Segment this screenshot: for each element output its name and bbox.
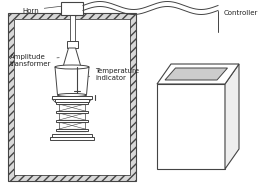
Polygon shape xyxy=(165,68,228,80)
Bar xyxy=(58,102,86,105)
Bar xyxy=(56,129,88,131)
Ellipse shape xyxy=(58,94,87,97)
Bar xyxy=(69,15,75,41)
Bar xyxy=(56,111,88,113)
Bar xyxy=(52,133,92,136)
Bar xyxy=(52,96,92,99)
Bar xyxy=(61,2,83,15)
Bar xyxy=(66,41,77,48)
Polygon shape xyxy=(157,64,239,84)
Text: Amplitude
transformer: Amplitude transformer xyxy=(10,54,59,67)
Ellipse shape xyxy=(55,65,89,69)
Bar xyxy=(157,84,225,169)
Text: Temperature
indicator: Temperature indicator xyxy=(81,67,139,81)
Bar xyxy=(58,111,86,114)
Text: Controller: Controller xyxy=(224,10,258,16)
Bar xyxy=(8,13,136,181)
Polygon shape xyxy=(55,67,89,95)
Bar xyxy=(56,102,88,104)
Bar xyxy=(56,120,88,122)
Bar xyxy=(55,99,89,102)
Bar xyxy=(14,19,130,175)
Polygon shape xyxy=(63,48,81,67)
Bar xyxy=(58,129,86,132)
Text: Horn: Horn xyxy=(22,6,61,14)
Bar xyxy=(14,19,130,175)
Bar xyxy=(58,120,86,123)
Polygon shape xyxy=(225,64,239,169)
Bar xyxy=(50,136,94,139)
